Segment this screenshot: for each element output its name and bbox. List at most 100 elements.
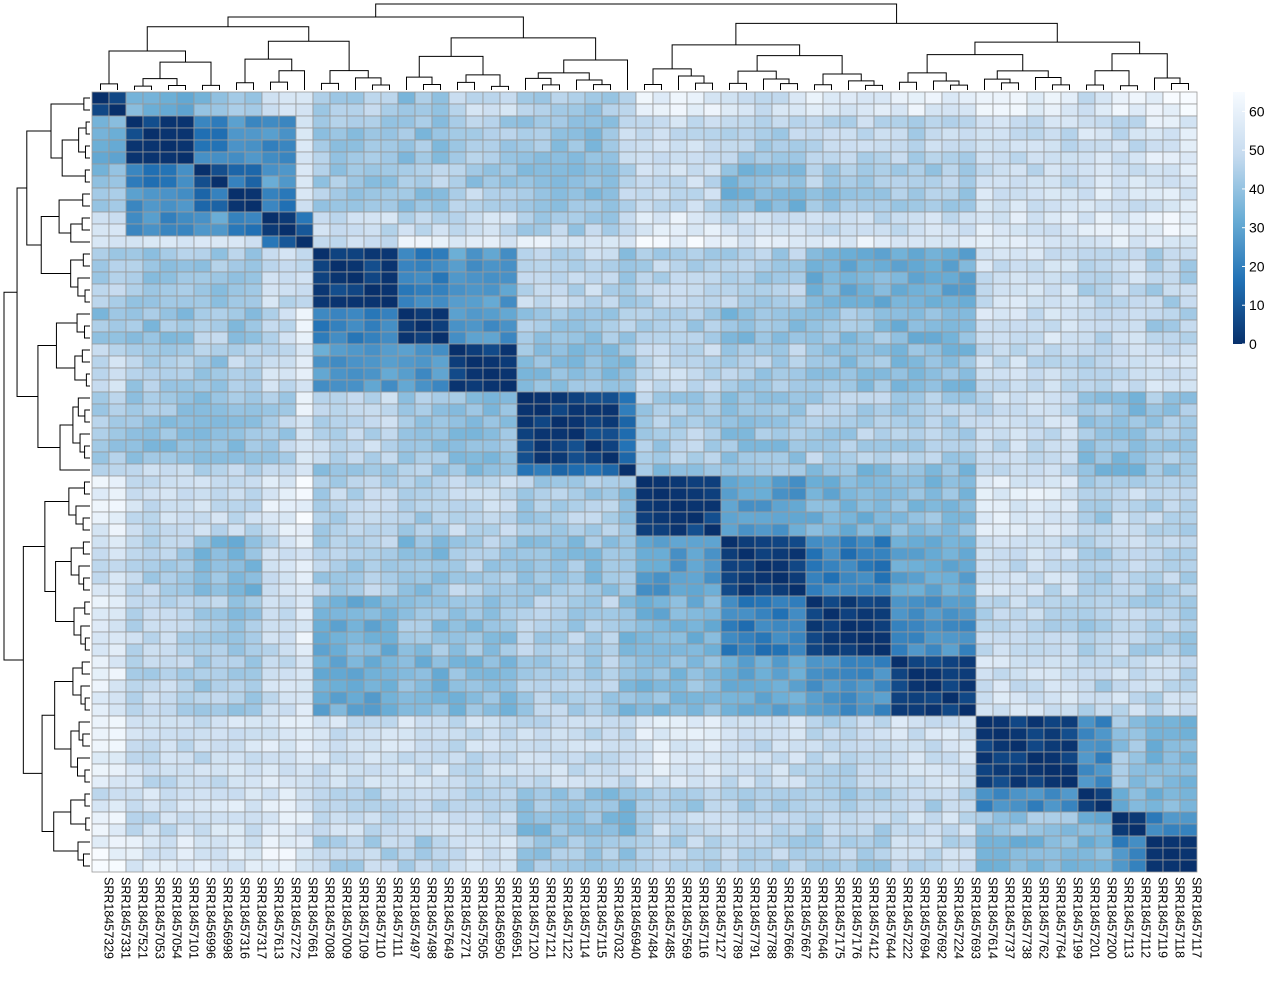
heatmap-cell — [346, 115, 365, 129]
heatmap-cell — [839, 175, 858, 189]
heatmap-cell — [907, 127, 926, 141]
heatmap-cell — [499, 559, 518, 573]
heatmap-cell — [567, 187, 586, 201]
heatmap-cell — [1179, 307, 1198, 321]
heatmap-cell — [703, 391, 722, 405]
heatmap-cell — [873, 811, 892, 825]
heatmap-cell — [686, 859, 705, 873]
heatmap-cell — [975, 391, 994, 405]
heatmap-cell — [873, 631, 892, 645]
column-label: SRR18457008 — [323, 877, 337, 959]
heatmap-cell — [244, 175, 263, 189]
heatmap-cell — [465, 739, 484, 753]
heatmap-cell — [1094, 547, 1113, 561]
heatmap-cell — [91, 691, 110, 705]
heatmap-cell — [805, 415, 824, 429]
heatmap-cell — [805, 499, 824, 513]
heatmap-cell — [975, 403, 994, 417]
heatmap-cell — [720, 247, 739, 261]
heatmap-cell — [1094, 487, 1113, 501]
heatmap-cell — [533, 847, 552, 861]
heatmap-cell — [873, 547, 892, 561]
heatmap-cell — [431, 787, 450, 801]
heatmap-cell — [635, 127, 654, 141]
heatmap-cell — [159, 679, 178, 693]
heatmap-cell — [278, 607, 297, 621]
heatmap-cell — [159, 355, 178, 369]
heatmap-cell — [788, 715, 807, 729]
heatmap-cell — [176, 343, 195, 357]
heatmap-cell — [601, 787, 620, 801]
heatmap-cell — [1043, 547, 1062, 561]
heatmap-cell — [992, 355, 1011, 369]
heatmap-cell — [771, 715, 790, 729]
heatmap-cell — [992, 643, 1011, 657]
heatmap-cell — [516, 247, 535, 261]
heatmap-cell — [958, 295, 977, 309]
heatmap-cell — [414, 223, 433, 237]
heatmap-cell — [839, 487, 858, 501]
heatmap-cell — [312, 547, 331, 561]
heatmap-cell — [397, 763, 416, 777]
heatmap-cell — [635, 691, 654, 705]
heatmap-cell — [924, 607, 943, 621]
heatmap-cell — [108, 247, 127, 261]
heatmap-cell — [516, 715, 535, 729]
heatmap-cell — [125, 403, 144, 417]
heatmap-cell — [703, 367, 722, 381]
heatmap-cell — [363, 835, 382, 849]
heatmap-cell — [1111, 643, 1130, 657]
heatmap-cell — [363, 331, 382, 345]
heatmap-cell — [890, 115, 909, 129]
heatmap-cell — [992, 715, 1011, 729]
heatmap-cell — [125, 439, 144, 453]
heatmap-cell — [754, 787, 773, 801]
heatmap-cell — [142, 271, 161, 285]
heatmap-cell — [1111, 451, 1130, 465]
heatmap-cell — [992, 691, 1011, 705]
heatmap-cell — [924, 571, 943, 585]
heatmap-cell — [533, 331, 552, 345]
heatmap-cell — [669, 487, 688, 501]
heatmap-cell — [1077, 187, 1096, 201]
heatmap-cell — [91, 835, 110, 849]
heatmap-cell — [1026, 739, 1045, 753]
heatmap-cell — [499, 271, 518, 285]
heatmap-cell — [244, 487, 263, 501]
heatmap-cell — [210, 727, 229, 741]
heatmap-cell — [159, 235, 178, 249]
heatmap-cell — [159, 247, 178, 261]
heatmap-cell — [1060, 595, 1079, 609]
heatmap-cell — [669, 727, 688, 741]
heatmap-cell — [1179, 91, 1198, 105]
dendrogram-branch — [593, 84, 611, 90]
heatmap-cell — [822, 283, 841, 297]
heatmap-cell — [737, 523, 756, 537]
heatmap-cell — [703, 859, 722, 873]
heatmap-cell — [295, 499, 314, 513]
heatmap-cell — [516, 583, 535, 597]
heatmap-cell — [992, 415, 1011, 429]
heatmap-cell — [363, 319, 382, 333]
heatmap-cell — [703, 631, 722, 645]
heatmap-cell — [703, 715, 722, 729]
heatmap-cell — [907, 715, 926, 729]
heatmap-cell — [1026, 751, 1045, 765]
heatmap-cell — [635, 307, 654, 321]
heatmap-cell — [465, 151, 484, 165]
heatmap-cell — [1060, 115, 1079, 129]
heatmap-cell — [329, 787, 348, 801]
heatmap-cell — [652, 319, 671, 333]
heatmap-cell — [1043, 343, 1062, 357]
heatmap-cell — [771, 439, 790, 453]
heatmap-cell — [584, 319, 603, 333]
heatmap-cell — [142, 343, 161, 357]
heatmap-cell — [890, 367, 909, 381]
dendrogram-branch — [85, 121, 90, 135]
heatmap-cell — [550, 379, 569, 393]
heatmap-cell — [108, 787, 127, 801]
heatmap-cell — [890, 631, 909, 645]
heatmap-cell — [601, 247, 620, 261]
heatmap-cell — [1094, 667, 1113, 681]
